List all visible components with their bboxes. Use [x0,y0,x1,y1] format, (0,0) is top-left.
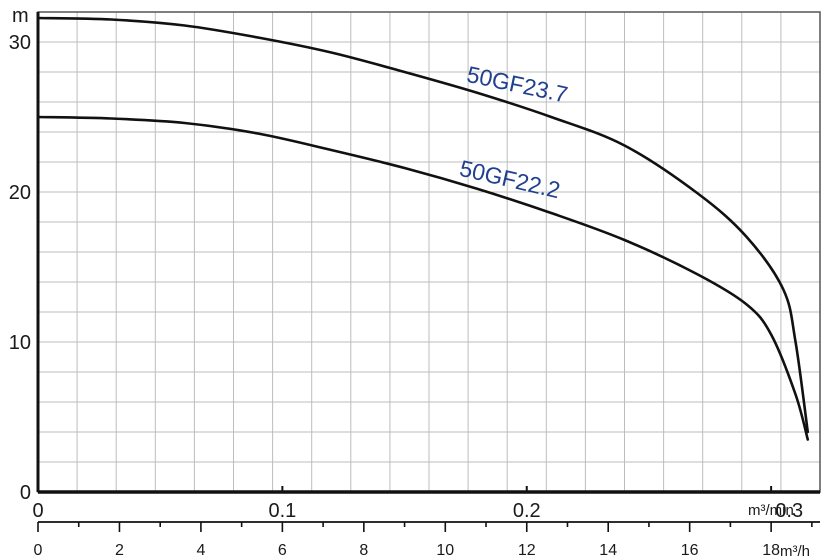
x-tick-label: 0 [32,500,43,522]
secondary-tick-label: 2 [115,542,124,559]
y-tick-label: 0 [20,482,31,504]
x-axis-secondary-ticks: 0 2 4 6 8 10 12 14 16 18 [34,522,813,559]
x-tick-label: 0.1 [268,500,296,522]
series-line-2 [36,115,810,441]
y-tick-label: 20 [9,182,31,204]
x-axis-primary-unit-label: m³/min [748,502,794,519]
secondary-tick-label: 14 [599,542,617,559]
secondary-tick-label: 18 [762,542,780,559]
secondary-tick-label: 0 [34,542,43,559]
y-axis-unit-label: m [12,5,29,27]
secondary-tick-label: 12 [518,542,536,559]
y-tick-label: 10 [9,332,31,354]
x-axis-primary-ticks: 0 0.1 0.2 0.3 [32,486,803,522]
grid [38,12,820,492]
x-tick-label: 0.3 [775,500,803,522]
secondary-tick-label: 16 [681,542,699,559]
y-axis-ticks: 0 10 20 30 [9,32,31,504]
y-tick-label: 30 [9,32,31,54]
secondary-tick-label: 4 [196,542,205,559]
series-label-1: 50GF23.7 [465,61,570,108]
series-curves [36,16,810,441]
x-tick-label: 0.2 [513,500,541,522]
secondary-tick-label: 6 [278,542,287,559]
series-line-1 [36,16,810,434]
secondary-tick-label: 8 [359,542,368,559]
x-axis-secondary-unit-label: m³/h [780,543,810,560]
secondary-tick-label: 10 [436,542,454,559]
